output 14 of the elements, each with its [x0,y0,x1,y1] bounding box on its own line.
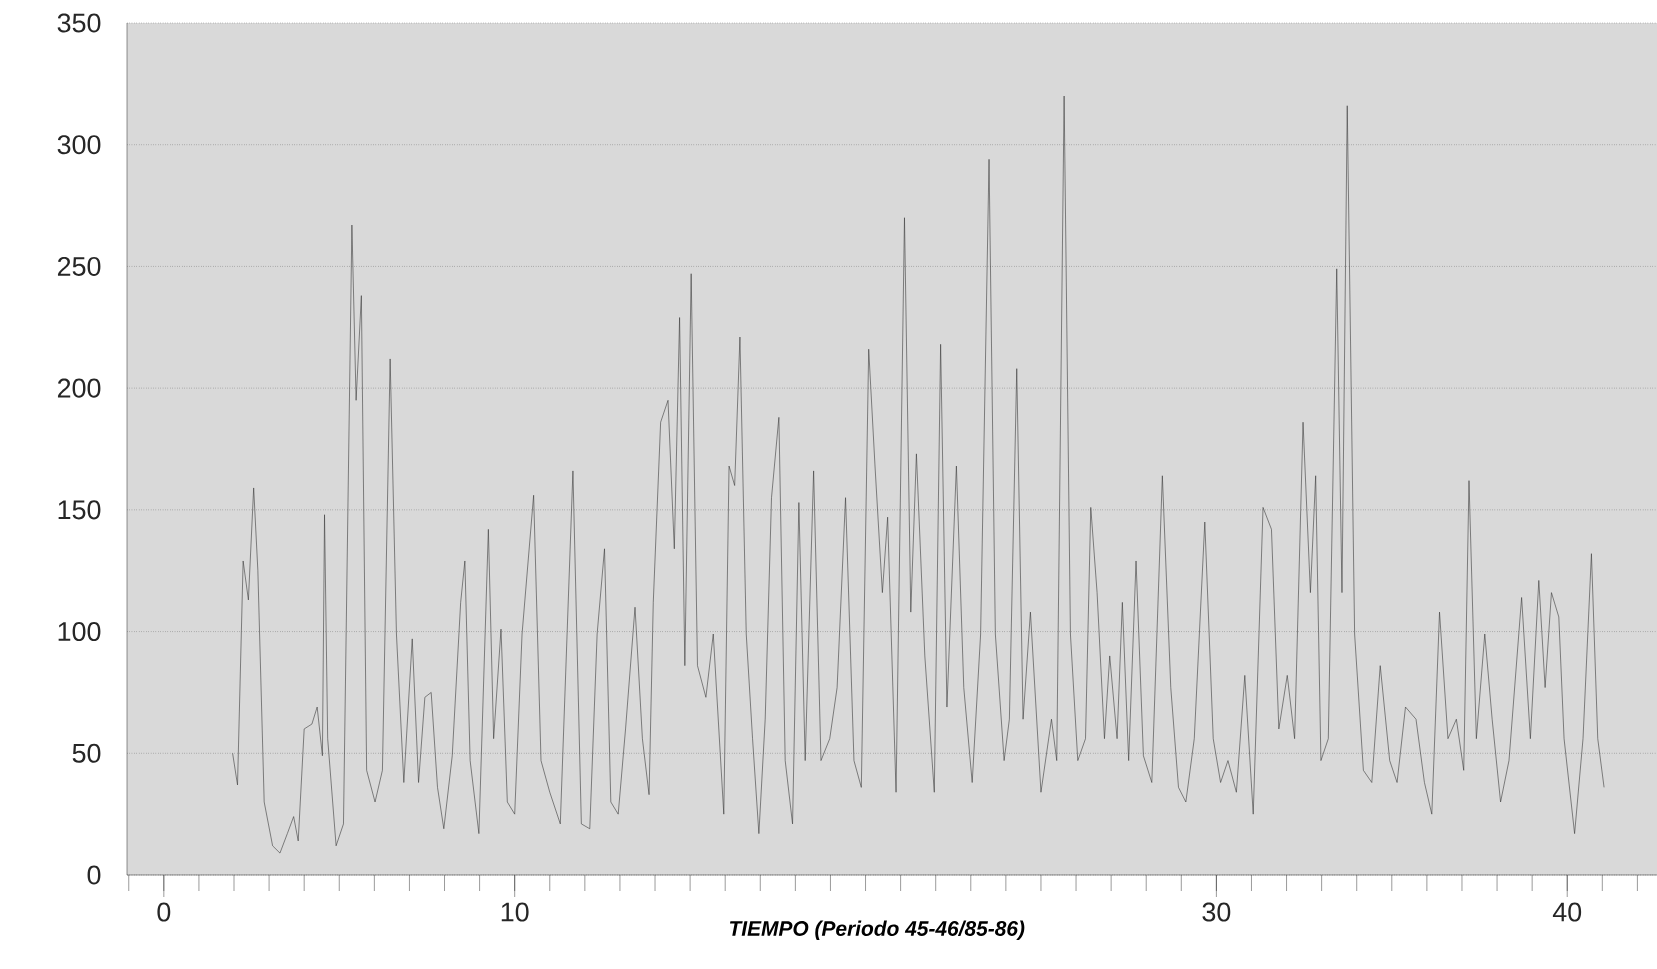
x-tick-label: 0 [157,902,171,922]
x-tick-label: 40 [1552,902,1582,922]
x-axis-title: TIEMPO (Periodo 45-46/85-86) [729,920,1025,941]
y-tick-label: 300 [57,135,101,155]
x-tick-label: 30 [1202,902,1231,922]
y-tick-label: 100 [58,622,101,642]
y-tick-label: 250 [57,256,101,276]
line-series [232,95,1605,854]
y-tick-label: 350 [57,13,101,33]
y-tick-label: 150 [58,500,101,520]
y-tick-label: 200 [57,378,101,398]
x-tick-label: 10 [501,902,529,922]
y-tick-label: 50 [72,743,101,763]
y-tick-label: 0 [87,865,101,885]
